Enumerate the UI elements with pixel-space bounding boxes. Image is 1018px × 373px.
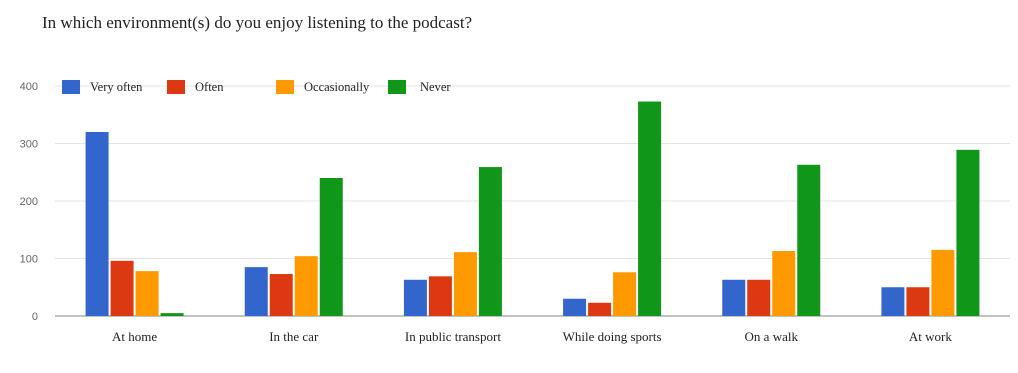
legend-swatch [276,80,294,94]
bar-very-often [85,132,109,316]
bar-very-often [722,279,746,316]
bar-never [797,164,821,316]
x-category-label: In the car [269,329,319,344]
bar-never [160,313,184,316]
bar-often [588,302,612,316]
bar-often [269,274,293,316]
x-category-label: While doing sports [563,329,662,344]
legend-label: Often [195,80,224,94]
bar-often [110,260,134,316]
y-tick-label: 0 [32,311,38,323]
bar-occasionally [772,251,796,316]
bar-very-often [403,279,427,316]
bar-never [956,149,980,316]
x-category-label: At home [112,329,157,344]
legend-swatch [167,80,185,94]
bar-occasionally [613,272,637,316]
legend-swatch [62,80,80,94]
legend-label: Occasionally [304,80,370,94]
bar-occasionally [294,256,318,316]
bar-very-often [881,287,905,316]
y-tick-label: 400 [20,81,38,93]
bar-never [319,178,343,316]
bar-often [747,279,771,316]
legend-label: Never [420,80,451,94]
gridlines [55,85,1010,317]
y-tick-label: 300 [20,139,38,151]
legend-label: Very often [90,80,143,94]
y-tick-label: 100 [20,254,38,266]
x-category-label: At work [909,329,952,344]
bar-very-often [563,298,587,316]
bar-never [638,101,662,317]
bars [85,101,980,317]
y-axis-ticks: 0 100 200 300 400 [20,81,38,323]
x-category-label: On a walk [745,329,799,344]
y-tick-label: 200 [20,196,38,208]
bar-often [906,287,930,316]
bar-occasionally [453,252,477,316]
x-category-label: In public transport [405,329,501,344]
x-axis-categories: At home In the car In public transport Whil… [112,329,952,344]
question-title: In which environment(s) do you enjoy lis… [42,13,473,32]
legend: Very often Often Occasionally Never [62,80,451,94]
bar-occasionally [931,249,955,316]
bar-often [428,276,452,316]
legend-swatch [388,80,406,94]
bar-never [478,167,502,316]
bar-very-often [244,267,268,316]
bar-occasionally [135,271,159,316]
